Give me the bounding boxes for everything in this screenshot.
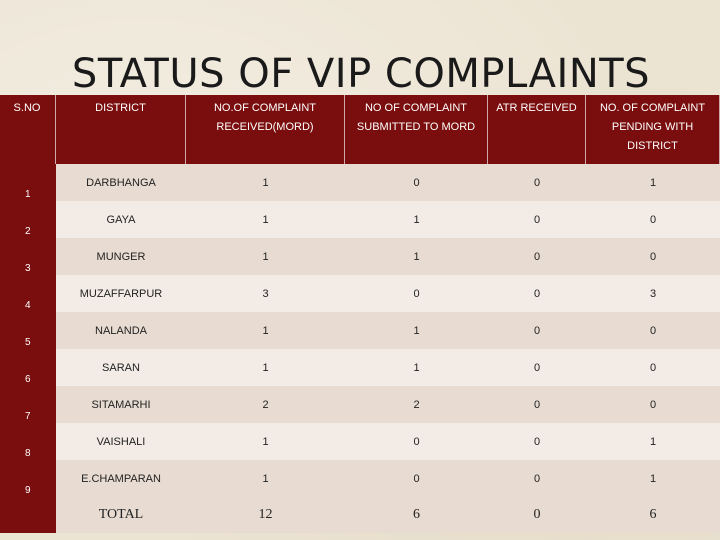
total-row: TOTAL 12 6 0 6 bbox=[0, 497, 720, 533]
header-atr: ATR RECEIVED bbox=[488, 95, 586, 164]
table-row: 3 MUNGER 1 1 0 0 bbox=[0, 238, 720, 275]
table-row: 7 SITAMARHI 2 2 0 0 bbox=[0, 386, 720, 423]
cell-district: GAYA bbox=[56, 201, 186, 238]
table-row: 8 VAISHALI 1 0 0 1 bbox=[0, 423, 720, 460]
cell-received: 1 bbox=[186, 238, 345, 275]
cell-sno: 8 bbox=[0, 423, 56, 460]
cell-sno: 5 bbox=[0, 312, 56, 349]
cell-received: 1 bbox=[186, 201, 345, 238]
header-sno: S.NO bbox=[0, 95, 56, 164]
table-row: 9 E.CHAMPARAN 1 0 0 1 bbox=[0, 460, 720, 497]
cell-district: NALANDA bbox=[56, 312, 186, 349]
header-received: NO.OF COMPLAINT RECEIVED(MORD) bbox=[186, 95, 345, 164]
cell-submitted: 1 bbox=[345, 201, 488, 238]
cell-pending: 0 bbox=[586, 386, 720, 423]
cell-sno: 9 bbox=[0, 460, 56, 497]
table-row: 4 MUZAFFARPUR 3 0 0 3 bbox=[0, 275, 720, 312]
cell-pending: 3 bbox=[586, 275, 720, 312]
header-pending: NO. OF COMPLAINT PENDING WITH DISTRICT bbox=[586, 95, 720, 164]
cell-atr: 0 bbox=[488, 349, 586, 386]
cell-atr: 0 bbox=[488, 275, 586, 312]
cell-atr: 0 bbox=[488, 423, 586, 460]
cell-district: DARBHANGA bbox=[56, 164, 186, 201]
cell-sno: 1 bbox=[0, 164, 56, 201]
cell-received: 3 bbox=[186, 275, 345, 312]
cell-pending: 1 bbox=[586, 423, 720, 460]
table-row: 5 NALANDA 1 1 0 0 bbox=[0, 312, 720, 349]
cell-received: 2 bbox=[186, 386, 345, 423]
cell-district: SARAN bbox=[56, 349, 186, 386]
total-atr: 0 bbox=[488, 497, 586, 533]
cell-received: 1 bbox=[186, 423, 345, 460]
table-row: 2 GAYA 1 1 0 0 bbox=[0, 201, 720, 238]
cell-sno: 7 bbox=[0, 386, 56, 423]
cell-submitted: 2 bbox=[345, 386, 488, 423]
cell-pending: 1 bbox=[586, 164, 720, 201]
cell-sno: 6 bbox=[0, 349, 56, 386]
cell-received: 1 bbox=[186, 460, 345, 497]
table-header-row: S.NO DISTRICT NO.OF COMPLAINT RECEIVED(M… bbox=[0, 95, 720, 164]
cell-atr: 0 bbox=[488, 201, 586, 238]
cell-pending: 0 bbox=[586, 201, 720, 238]
title-text: STATUS OF VIP COMPLAINTS bbox=[71, 51, 651, 97]
cell-pending: 1 bbox=[586, 460, 720, 497]
cell-submitted: 1 bbox=[345, 349, 488, 386]
cell-submitted: 0 bbox=[345, 164, 488, 201]
cell-pending: 0 bbox=[586, 312, 720, 349]
cell-sno: 2 bbox=[0, 201, 56, 238]
cell-atr: 0 bbox=[488, 386, 586, 423]
cell-submitted: 1 bbox=[345, 312, 488, 349]
total-submitted: 6 bbox=[345, 497, 488, 533]
cell-atr: 0 bbox=[488, 164, 586, 201]
cell-pending: 0 bbox=[586, 349, 720, 386]
cell-submitted: 0 bbox=[345, 275, 488, 312]
cell-district: SITAMARHI bbox=[56, 386, 186, 423]
cell-district: E.CHAMPARAN bbox=[56, 460, 186, 497]
cell-submitted: 0 bbox=[345, 460, 488, 497]
cell-submitted: 0 bbox=[345, 423, 488, 460]
header-submitted: NO OF COMPLAINT SUBMITTED TO MORD bbox=[345, 95, 488, 164]
total-sno-cell bbox=[0, 497, 56, 533]
cell-received: 1 bbox=[186, 164, 345, 201]
cell-atr: 0 bbox=[488, 312, 586, 349]
total-label: TOTAL bbox=[56, 497, 186, 533]
page-title: STATUS OF VIP COMPLAINTS bbox=[0, 48, 720, 100]
table-row: 1 DARBHANGA 1 0 0 1 bbox=[0, 164, 720, 201]
cell-atr: 0 bbox=[488, 460, 586, 497]
cell-received: 1 bbox=[186, 312, 345, 349]
cell-district: VAISHALI bbox=[56, 423, 186, 460]
table-row: 6 SARAN 1 1 0 0 bbox=[0, 349, 720, 386]
cell-submitted: 1 bbox=[345, 238, 488, 275]
cell-sno: 4 bbox=[0, 275, 56, 312]
total-received: 12 bbox=[186, 497, 345, 533]
cell-pending: 0 bbox=[586, 238, 720, 275]
cell-district: MUZAFFARPUR bbox=[56, 275, 186, 312]
cell-atr: 0 bbox=[488, 238, 586, 275]
cell-sno: 3 bbox=[0, 238, 56, 275]
total-pending: 6 bbox=[586, 497, 720, 533]
cell-district: MUNGER bbox=[56, 238, 186, 275]
cell-received: 1 bbox=[186, 349, 345, 386]
header-district: DISTRICT bbox=[56, 95, 186, 164]
complaints-table: S.NO DISTRICT NO.OF COMPLAINT RECEIVED(M… bbox=[0, 95, 720, 533]
